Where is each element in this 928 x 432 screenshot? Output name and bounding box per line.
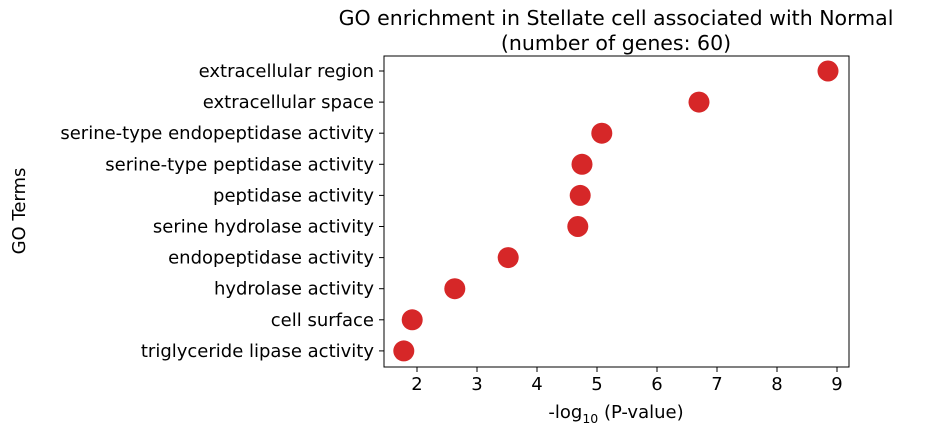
data-points [393,60,839,362]
x-tick-label: 9 [831,374,842,395]
y-axis-label: GO Terms [9,168,30,255]
x-axis-label-subscript: 10 [582,411,598,426]
chart-title-line2: (number of genes: 60) [501,31,731,55]
x-axis-label: -log10 (P-value) [548,402,683,426]
data-point [571,153,593,175]
y-tick-label: extracellular space [203,92,374,113]
data-point [569,184,591,206]
x-tick-label: 5 [591,374,602,395]
x-tick-label: 7 [711,374,722,395]
y-tick-label: cell surface [271,310,374,331]
data-point [497,247,519,269]
x-axis-label-prefix: -log [548,402,582,423]
data-point [591,122,613,144]
y-tick-label: serine-type peptidase activity [105,154,374,175]
x-axis-label-suffix: (P-value) [598,402,683,423]
y-tick-label: peptidase activity [213,185,374,206]
y-tick-label: serine-type endopeptidase activity [60,123,374,144]
y-tick-label: triglyceride lipase activity [141,341,374,362]
x-tick-label: 6 [651,374,662,395]
y-tick-label: serine hydrolase activity [153,217,374,238]
data-point [817,60,839,82]
y-tick-label: endopeptidase activity [168,248,374,269]
plot-area [383,55,850,368]
data-point [567,216,589,237]
data-point [688,91,710,113]
y-axis-ticks: extracellular region extracellular space s… [60,61,384,362]
y-tick-label: hydrolase activity [214,279,374,300]
y-tick-label: extracellular region [199,61,374,82]
data-point [401,309,423,331]
x-tick-label: 3 [471,374,482,395]
x-tick-label: 4 [531,374,542,395]
x-axis-ticks: 2 3 4 5 6 7 8 9 [411,367,843,395]
x-tick-label: 2 [411,374,422,395]
data-point [444,278,466,300]
x-tick-label: 8 [771,374,782,395]
data-point [393,340,415,362]
chart-title-line1: GO enrichment in Stellate cell associate… [339,6,894,30]
